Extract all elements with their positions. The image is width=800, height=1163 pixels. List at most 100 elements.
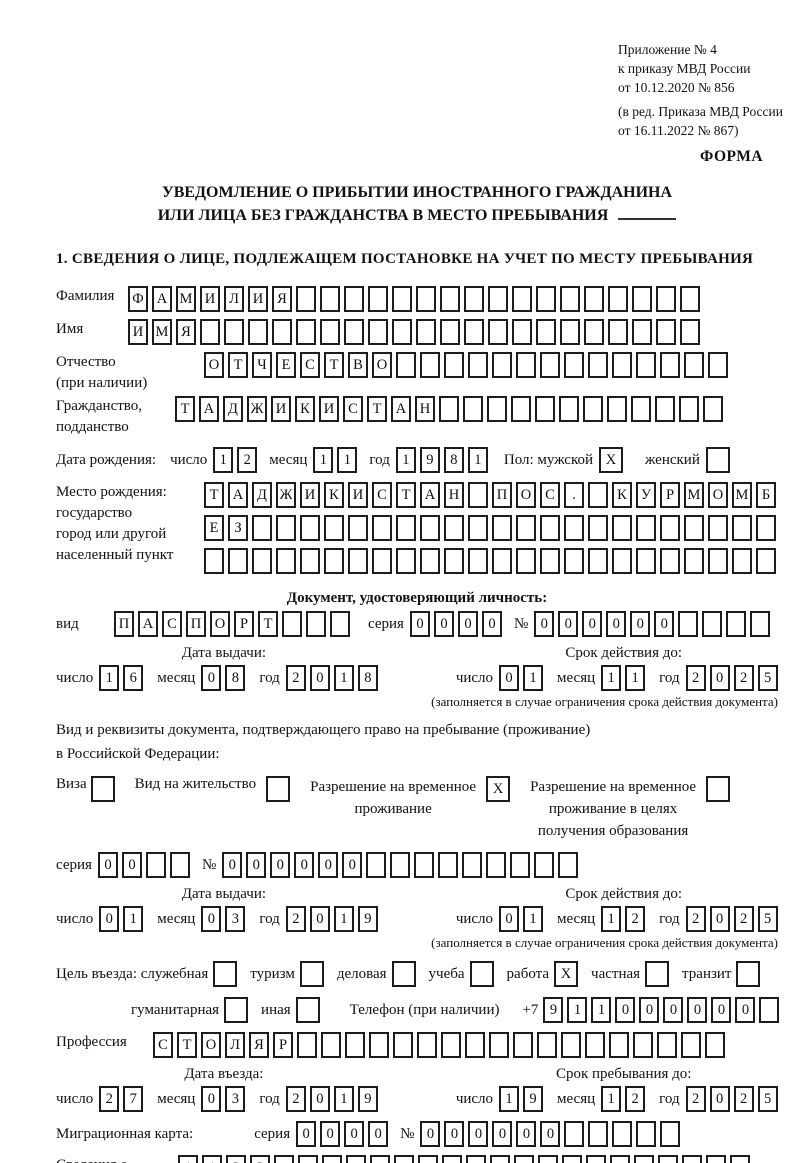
- permit-number-cells-box-10[interactable]: [438, 852, 459, 878]
- birthplace-cells-row1-box-19[interactable]: У: [636, 482, 656, 508]
- sex-male-checkbox-box-1[interactable]: X: [599, 447, 624, 473]
- permit-number-cells-box-6[interactable]: 0: [342, 852, 363, 878]
- birth-year-cells-box-4[interactable]: 1: [467, 447, 488, 473]
- doc-number-cells-box-9[interactable]: [726, 611, 747, 637]
- birthplace-cells-row2-box-15[interactable]: [540, 515, 560, 541]
- birthplace-cells-row3-box-19[interactable]: [636, 548, 656, 574]
- representatives-cells-row1-box-17[interactable]: [562, 1155, 582, 1163]
- birthplace-cells-row1-box-1[interactable]: Т: [204, 482, 224, 508]
- name-cells-box-2[interactable]: М: [152, 319, 172, 345]
- doc-number-cells-box-7[interactable]: [678, 611, 699, 637]
- name-cells-box-7[interactable]: [272, 319, 292, 345]
- citizenship-cells-box-5[interactable]: И: [271, 396, 291, 422]
- profession-cells-box-3[interactable]: О: [201, 1032, 221, 1058]
- phone-cells-box-7[interactable]: 0: [687, 997, 708, 1023]
- doc-valid-year-cells-box-3[interactable]: 2: [733, 665, 754, 691]
- doc-number-cells-box-8[interactable]: [702, 611, 723, 637]
- birthplace-cells-row1-box-6[interactable]: К: [324, 482, 344, 508]
- surname-cells-box-13[interactable]: [416, 286, 436, 312]
- patronymic-cells-box-3[interactable]: Ч: [252, 352, 272, 378]
- birthplace-cells-row2-box-22[interactable]: [708, 515, 728, 541]
- surname-cells-box-3[interactable]: М: [176, 286, 196, 312]
- birthplace-cells-row2-box-18[interactable]: [612, 515, 632, 541]
- citizenship-cells-box-17[interactable]: [559, 396, 579, 422]
- patronymic-cells-box-10[interactable]: [420, 352, 440, 378]
- birthplace-cells-row3-box-22[interactable]: [708, 548, 728, 574]
- name-cells-box-5[interactable]: [224, 319, 244, 345]
- patronymic-cells-box-11[interactable]: [444, 352, 464, 378]
- phone-cells-box-10[interactable]: [759, 997, 780, 1023]
- patronymic-cells-box-18[interactable]: [612, 352, 632, 378]
- birthplace-cells-row2-box-5[interactable]: [300, 515, 320, 541]
- birthplace-cells-row2-box-4[interactable]: [276, 515, 296, 541]
- surname-cells-box-24[interactable]: [680, 286, 700, 312]
- citizenship-cells-box-4[interactable]: Ж: [247, 396, 267, 422]
- birthplace-cells-row2-box-10[interactable]: [420, 515, 440, 541]
- doc-kind-cells-box-10[interactable]: [330, 611, 350, 637]
- surname-cells-box-15[interactable]: [464, 286, 484, 312]
- phone-cells-box-9[interactable]: 0: [735, 997, 756, 1023]
- migcard-number-cells-box-4[interactable]: 0: [492, 1121, 513, 1147]
- representatives-cells-row1-box-22[interactable]: [682, 1155, 702, 1163]
- doc-issue-year-cells-box-2[interactable]: 0: [309, 665, 330, 691]
- birthplace-cells-row3-box-9[interactable]: [396, 548, 416, 574]
- representatives-cells-row1-box-4[interactable]: 2: [250, 1155, 270, 1163]
- profession-cells-box-15[interactable]: [489, 1032, 509, 1058]
- doc-number-cells-box-1[interactable]: 0: [534, 611, 555, 637]
- phone-cells-box-8[interactable]: 0: [711, 997, 732, 1023]
- stay-year-cells-box-2[interactable]: 0: [709, 1086, 730, 1112]
- doc-valid-year-cells-box-4[interactable]: 5: [757, 665, 778, 691]
- doc-kind-cells-box-7[interactable]: Т: [258, 611, 278, 637]
- business-checkbox-box-1[interactable]: [391, 961, 416, 987]
- birthplace-cells-row2-box-6[interactable]: [324, 515, 344, 541]
- doc-kind-cells-box-8[interactable]: [282, 611, 302, 637]
- stay-year-cells-box-1[interactable]: 2: [685, 1086, 706, 1112]
- representatives-cells-row1-box-11[interactable]: [418, 1155, 438, 1163]
- birthplace-cells-row1-box-11[interactable]: Н: [444, 482, 464, 508]
- birthplace-cells-row1-box-9[interactable]: Т: [396, 482, 416, 508]
- citizenship-cells-box-12[interactable]: [439, 396, 459, 422]
- birthplace-cells-row1-box-21[interactable]: М: [684, 482, 704, 508]
- name-cells-box-14[interactable]: [440, 319, 460, 345]
- purpose-official-checkbox-box-1[interactable]: [213, 961, 238, 987]
- representatives-cells-row1-box-23[interactable]: [706, 1155, 726, 1163]
- migcard-series-cells-box-1[interactable]: 0: [296, 1121, 317, 1147]
- representatives-cells-row1-box-18[interactable]: [586, 1155, 606, 1163]
- entry-year-cells-box-2[interactable]: 0: [309, 1086, 330, 1112]
- permit-issue-day-cells-box-1[interactable]: 0: [99, 906, 120, 932]
- stay-year-cells-box-3[interactable]: 2: [733, 1086, 754, 1112]
- patronymic-cells-box-17[interactable]: [588, 352, 608, 378]
- representatives-cells-row1-box-3[interactable]: 2: [226, 1155, 246, 1163]
- name-cells-box-24[interactable]: [680, 319, 700, 345]
- birthplace-cells-row1-box-10[interactable]: А: [420, 482, 440, 508]
- representatives-cells-row1-box-19[interactable]: [610, 1155, 630, 1163]
- citizenship-cells-box-10[interactable]: А: [391, 396, 411, 422]
- visa-checkbox-box-1[interactable]: [90, 776, 115, 802]
- birthplace-cells-row2-box-8[interactable]: [372, 515, 392, 541]
- doc-kind-cells-box-9[interactable]: [306, 611, 326, 637]
- birthplace-cells-row2-box-9[interactable]: [396, 515, 416, 541]
- birthplace-cells-row2-box-20[interactable]: [660, 515, 680, 541]
- birth-day-cells-box-2[interactable]: 2: [237, 447, 258, 473]
- birthplace-cells-row2-box-19[interactable]: [636, 515, 656, 541]
- birthplace-cells-row2-box-24[interactable]: [756, 515, 776, 541]
- residence-permit-checkbox-box-1[interactable]: [266, 776, 291, 802]
- permit-valid-day-cells-box-2[interactable]: 1: [523, 906, 544, 932]
- migcard-series-cells-box-2[interactable]: 0: [320, 1121, 341, 1147]
- doc-number-cells-box-2[interactable]: 0: [558, 611, 579, 637]
- birthplace-cells-row3-box-12[interactable]: [468, 548, 488, 574]
- patronymic-cells-box-7[interactable]: В: [348, 352, 368, 378]
- representatives-cells-row1-box-10[interactable]: [394, 1155, 414, 1163]
- other-checkbox-box-1[interactable]: [295, 997, 320, 1023]
- birthplace-cells-row1-box-5[interactable]: И: [300, 482, 320, 508]
- citizenship-cells-box-2[interactable]: А: [199, 396, 219, 422]
- birthplace-cells-row3-box-3[interactable]: [252, 548, 272, 574]
- birthplace-cells-row3-box-6[interactable]: [324, 548, 344, 574]
- doc-kind-cells-box-5[interactable]: О: [210, 611, 230, 637]
- surname-cells-box-8[interactable]: [296, 286, 316, 312]
- birthplace-cells-row3-box-2[interactable]: [228, 548, 248, 574]
- citizenship-cells-box-8[interactable]: С: [343, 396, 363, 422]
- representatives-cells-row1-box-24[interactable]: [730, 1155, 750, 1163]
- migcard-number-cells-box-3[interactable]: 0: [468, 1121, 489, 1147]
- name-cells-box-21[interactable]: [608, 319, 628, 345]
